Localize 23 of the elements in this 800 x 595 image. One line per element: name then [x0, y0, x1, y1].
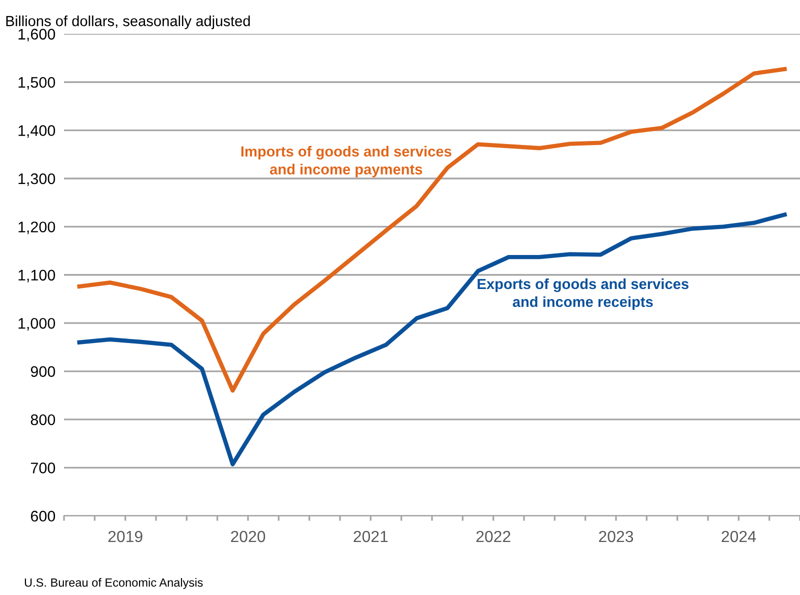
y-tick-label: 700 [30, 462, 56, 474]
series-label: Exports of goods and services and income receipts [478, 278, 688, 310]
x-tick-label: 2021 [354, 530, 388, 542]
y-tick-label: 1,400 [18, 125, 56, 138]
y-tick-label: 600 [30, 510, 56, 522]
y-axis-title: Billions of dollars, seasonally adjusted [6, 16, 250, 30]
y-tick-label: 1,500 [18, 76, 56, 90]
y-tick-label: 900 [30, 366, 56, 377]
y-tick-label: 1,600 [18, 28, 56, 42]
y-tick-label: 800 [30, 414, 56, 426]
x-tick-label: 2024 [722, 530, 756, 542]
line-series [77, 67, 787, 393]
line-series [77, 212, 787, 466]
y-tick-label: 1,300 [18, 173, 56, 186]
series-label: Imports of goods and services and income payments [241, 146, 452, 178]
x-tick-label: 2019 [108, 530, 142, 542]
y-tick-label: 1,000 [18, 318, 56, 331]
x-tick-label: 2020 [231, 530, 266, 542]
y-tick-label: 1,200 [18, 222, 56, 234]
text: U.S. Bureau of Economic Analysis [24, 578, 203, 590]
x-tick-label: 2022 [476, 530, 510, 542]
x-tick-label: 2023 [599, 530, 634, 542]
y-tick-label: 1,100 [18, 270, 56, 282]
